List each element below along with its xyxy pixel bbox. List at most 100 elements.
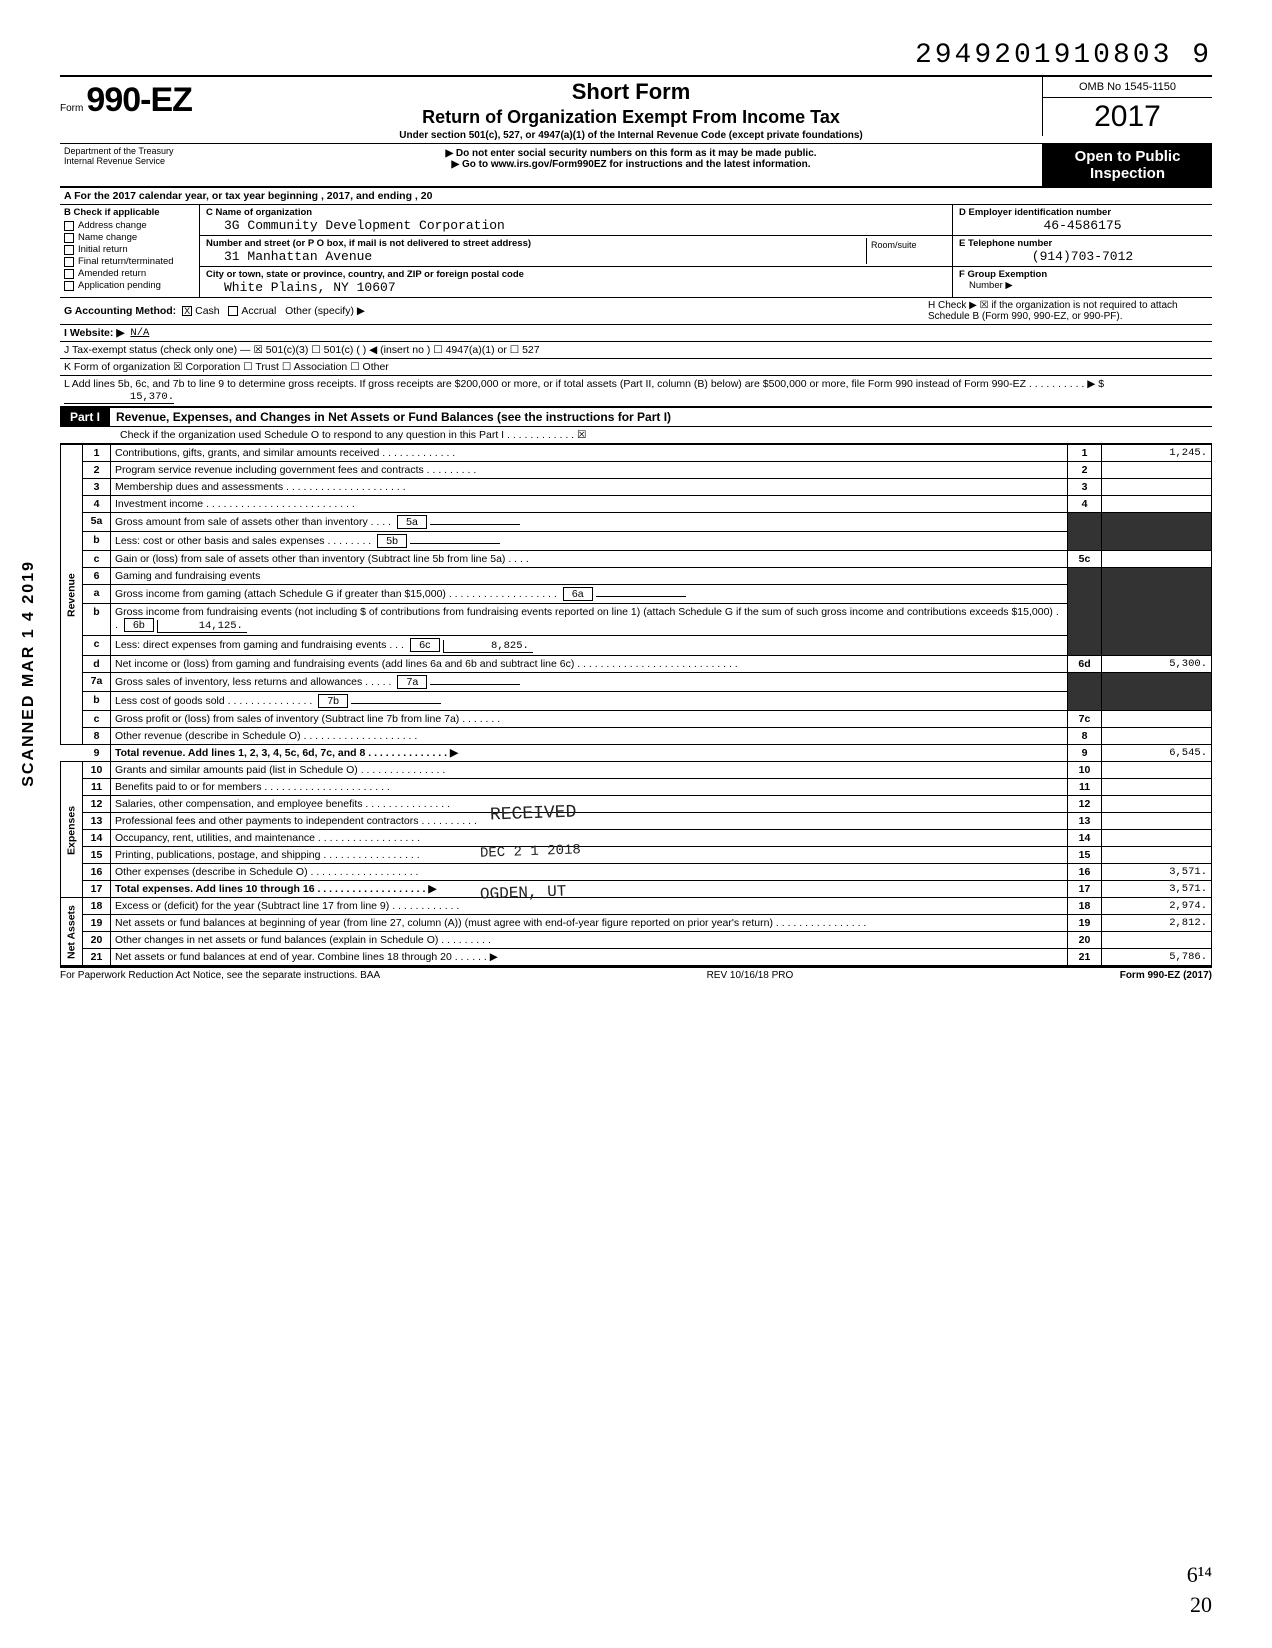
line-2-amt xyxy=(1102,462,1212,479)
chk-application-pending[interactable]: Application pending xyxy=(64,280,195,291)
footer: For Paperwork Reduction Act Notice, see … xyxy=(60,966,1212,983)
chk-initial-return[interactable]: Initial return xyxy=(64,244,195,255)
line-19-amt: 2,812. xyxy=(1102,915,1212,932)
line-14-amt xyxy=(1102,830,1212,847)
line-8-amt xyxy=(1102,728,1212,745)
org-name: 3G Community Development Corporation xyxy=(206,218,946,233)
line-15-amt xyxy=(1102,847,1212,864)
f-group-number: Number ▶ xyxy=(959,280,1206,291)
line-15-text: Printing, publications, postage, and shi… xyxy=(111,847,1068,864)
form-title: Short Form xyxy=(224,79,1038,105)
chk-address-change[interactable]: Address change xyxy=(64,220,195,231)
row-l-gross-receipts: L Add lines 5b, 6c, and 7b to line 9 to … xyxy=(60,376,1212,406)
line-11-amt xyxy=(1102,779,1212,796)
line-11-text: Benefits paid to or for members . . . . … xyxy=(111,779,1068,796)
gross-receipts-amount: 15,370. xyxy=(64,391,174,404)
line-5a-text: Gross amount from sale of assets other t… xyxy=(115,516,391,528)
line-3-amt xyxy=(1102,479,1212,496)
row-j-tax-exempt: J Tax-exempt status (check only one) — ☒… xyxy=(60,342,1212,359)
chk-amended[interactable]: Amended return xyxy=(64,268,195,279)
open-public-badge: Open to Public Inspection xyxy=(1043,144,1212,186)
e-phone-label: E Telephone number xyxy=(959,238,1206,249)
line-13-amt xyxy=(1102,813,1212,830)
line-19-text: Net assets or fund balances at beginning… xyxy=(111,915,1068,932)
line-12-amt xyxy=(1102,796,1212,813)
line-17-text: Total expenses. Add lines 10 through 16 … xyxy=(111,881,1068,898)
f-group-label: F Group Exemption xyxy=(959,269,1206,280)
line-21-amt: 5,786. xyxy=(1102,949,1212,966)
line-5b-text: Less: cost or other basis and sales expe… xyxy=(115,535,371,547)
line-3-text: Membership dues and assessments . . . . … xyxy=(111,479,1068,496)
line-6a-sub xyxy=(596,596,686,597)
ein-value: 46-4586175 xyxy=(959,218,1206,233)
line-1-text: Contributions, gifts, grants, and simila… xyxy=(111,445,1068,462)
footer-left: For Paperwork Reduction Act Notice, see … xyxy=(60,970,380,981)
dept-label: Department of the Treasury Internal Reve… xyxy=(60,144,220,186)
line-6d-text: Net income or (loss) from gaming and fun… xyxy=(111,656,1068,673)
line-18-amt: 2,974. xyxy=(1102,898,1212,915)
part1-header: Part I Revenue, Expenses, and Changes in… xyxy=(60,406,1212,427)
omb-number: OMB No 1545-1150 xyxy=(1043,77,1212,98)
line-1-amt: 1,245. xyxy=(1102,445,1212,462)
c-street-label: Number and street (or P O box, if mail i… xyxy=(206,238,866,249)
line-4-amt xyxy=(1102,496,1212,513)
org-city: White Plains, NY 10607 xyxy=(206,280,946,295)
tax-year: 2017 xyxy=(1043,98,1212,136)
d-ein-label: D Employer identification number xyxy=(959,207,1206,218)
line-9-text: Total revenue. Add lines 1, 2, 3, 4, 5c,… xyxy=(111,745,1068,762)
side-net-assets: Net Assets xyxy=(61,898,83,966)
line-6c-text: Less: direct expenses from gaming and fu… xyxy=(115,639,404,651)
line-17-amt: 3,571. xyxy=(1102,881,1212,898)
line-6b-text: Gross income from fundraising events (no… xyxy=(115,606,1059,631)
line-16-text: Other expenses (describe in Schedule O) … xyxy=(111,864,1068,881)
handwritten-1: 6¹⁴ xyxy=(1187,1562,1212,1588)
line-7b-text: Less cost of goods sold . . . . . . . . … xyxy=(115,695,312,707)
row-i-website: I Website: ▶ N/A xyxy=(60,325,1212,342)
line-13-text: Professional fees and other payments to … xyxy=(111,813,1068,830)
line-7c-amt xyxy=(1102,711,1212,728)
line-6b-sub: 14,125. xyxy=(157,620,247,633)
line-18-text: Excess or (deficit) for the year (Subtra… xyxy=(111,898,1068,915)
line-6-text: Gaming and fundraising events xyxy=(111,568,1068,585)
lines-table: Revenue 1Contributions, gifts, grants, a… xyxy=(60,444,1212,966)
side-revenue: Revenue xyxy=(61,445,83,745)
document-id: 2949201910803 9 xyxy=(60,40,1212,71)
part1-title: Revenue, Expenses, and Changes in Net As… xyxy=(110,408,1212,426)
line-21-text: Net assets or fund balances at end of ye… xyxy=(111,949,1068,966)
footer-right: Form 990-EZ (2017) xyxy=(1120,970,1212,981)
chk-name-change[interactable]: Name change xyxy=(64,232,195,243)
line-8-text: Other revenue (describe in Schedule O) .… xyxy=(111,728,1068,745)
chk-cash[interactable]: X xyxy=(182,306,192,316)
line-2-text: Program service revenue including govern… xyxy=(111,462,1068,479)
row-a-tax-year: A For the 2017 calendar year, or tax yea… xyxy=(60,188,1212,205)
chk-final-return[interactable]: Final return/terminated xyxy=(64,256,195,267)
line-5c-text: Gain or (loss) from sale of assets other… xyxy=(111,551,1068,568)
received-city-stamp: OGDEN, UT xyxy=(480,882,567,903)
line-7a-sub xyxy=(430,684,520,685)
handwritten-2: 20 xyxy=(1190,1592,1212,1618)
org-street: 31 Manhattan Avenue xyxy=(206,249,866,264)
c-name-label: C Name of organization xyxy=(206,207,946,218)
line-5c-amt xyxy=(1102,551,1212,568)
line-5b-sub xyxy=(410,543,500,544)
form-subtitle: Return of Organization Exempt From Incom… xyxy=(224,107,1038,128)
line-6c-sub: 8,825. xyxy=(443,640,533,653)
part1-check-line: Check if the organization used Schedule … xyxy=(60,427,1212,444)
warning-url: ▶ Go to www.irs.gov/Form990EZ for instru… xyxy=(224,159,1038,170)
side-expenses: Expenses xyxy=(61,762,83,898)
line-16-amt: 3,571. xyxy=(1102,864,1212,881)
b-header: B Check if applicable xyxy=(64,207,195,218)
line-20-text: Other changes in net assets or fund bala… xyxy=(111,932,1068,949)
footer-mid: REV 10/16/18 PRO xyxy=(707,970,794,981)
website-value: N/A xyxy=(130,327,149,339)
chk-accrual[interactable] xyxy=(228,306,238,316)
room-suite-label: Room/suite xyxy=(866,238,946,264)
phone-value: (914)703-7012 xyxy=(959,249,1206,264)
line-7a-text: Gross sales of inventory, less returns a… xyxy=(115,676,391,688)
line-7b-sub xyxy=(351,703,441,704)
form-header: Form 990-EZ Short Form Return of Organiz… xyxy=(60,75,1212,144)
form-number: 990-EZ xyxy=(86,81,192,119)
line-6a-text: Gross income from gaming (attach Schedul… xyxy=(115,588,557,600)
row-k-form-org: K Form of organization ☒ Corporation ☐ T… xyxy=(60,359,1212,376)
line-10-text: Grants and similar amounts paid (list in… xyxy=(111,762,1068,779)
